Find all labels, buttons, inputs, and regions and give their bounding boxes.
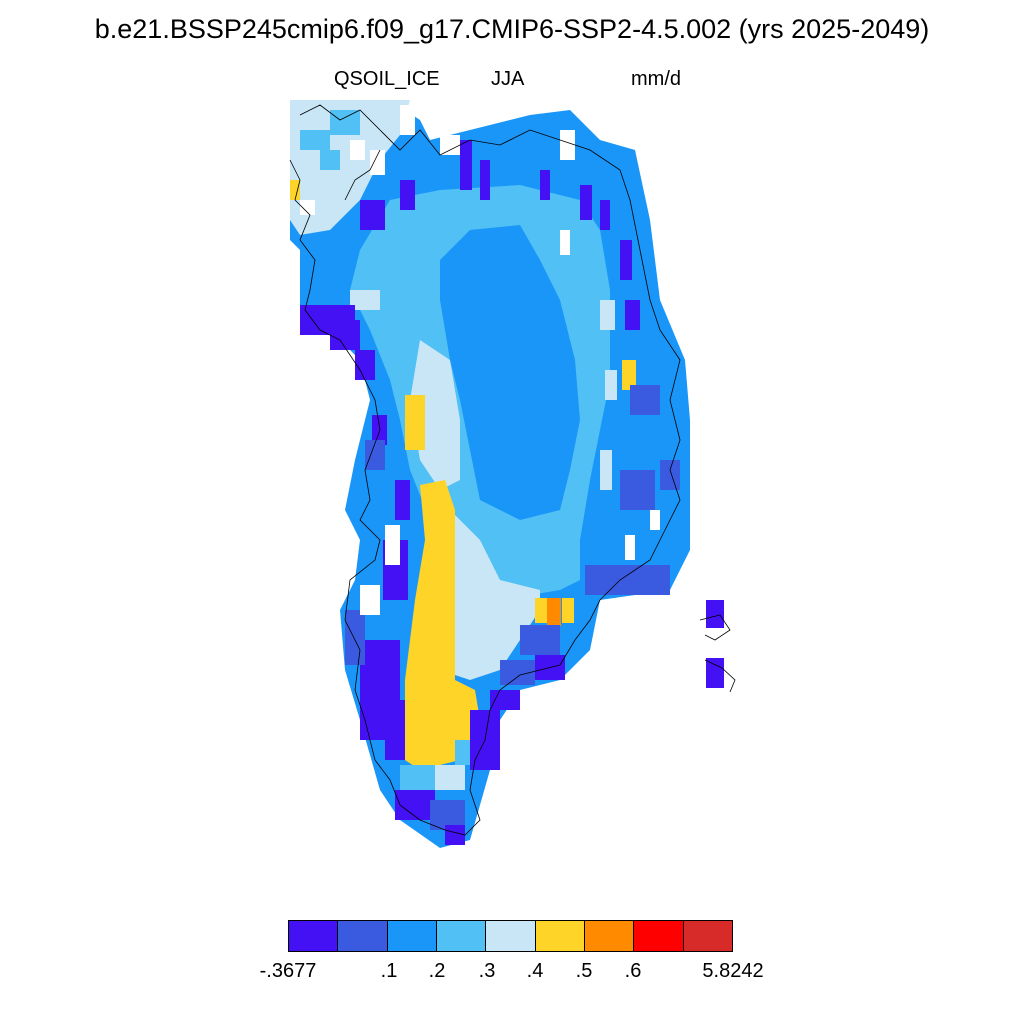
grid-region [430, 510, 540, 680]
colorbar-tick-label: .5 [575, 960, 593, 982]
grid-cell [395, 790, 435, 820]
grid-cell [605, 370, 617, 400]
colorbar-box [584, 921, 635, 951]
grid-cell [400, 180, 415, 210]
grid-cell [455, 740, 470, 765]
grid-cell [625, 300, 640, 330]
grid-cell [350, 140, 365, 160]
grid-cell [330, 320, 360, 350]
coastline-path [289, 104, 681, 836]
grid-cell [350, 290, 380, 310]
grid-cell [320, 150, 340, 170]
colorbar-box [289, 921, 339, 951]
colorbar-box [683, 921, 732, 951]
grid-region [440, 225, 580, 520]
grid-cell [562, 598, 574, 623]
coastline-path [699, 614, 731, 641]
grid-cell [600, 200, 610, 230]
grid-cell [540, 170, 550, 200]
grid-cell [360, 200, 385, 230]
colorbar-tick-label: .4 [526, 960, 544, 982]
colorbar-tick-label: 5.8242 [702, 960, 764, 982]
colorbar-tick-label: .1 [380, 960, 398, 982]
season-label: JJA [491, 68, 525, 90]
grid-cell [400, 105, 415, 135]
grid-cell [330, 110, 360, 135]
grid-cell [620, 470, 655, 510]
grid-cell [405, 395, 425, 450]
grid-cell [706, 600, 724, 628]
map-title: b.e21.BSSP245cmip6.f09_g17.CMIP6-SSP2-4.… [94, 14, 930, 44]
colorbar-box [436, 921, 487, 951]
colorbar-tick-label: .2 [428, 960, 446, 982]
grid-cell [650, 510, 660, 530]
grid-cell [372, 415, 387, 445]
grid-cell [585, 565, 670, 595]
grid-cell [630, 385, 660, 415]
colorbar-tick-label: .6 [624, 960, 642, 982]
grid-cell [625, 535, 635, 560]
grid-cell [620, 240, 632, 280]
grid-cell [290, 180, 300, 200]
grid-cell [460, 140, 472, 190]
grid-cell [706, 658, 724, 688]
grid-cell [400, 765, 435, 790]
colorbar-box [338, 921, 388, 951]
grid-cell [600, 300, 615, 330]
grid-cell [520, 625, 560, 655]
variable-label: QSOIL_ICE [334, 68, 440, 90]
grid-cell [600, 450, 612, 490]
grid-cell [480, 160, 490, 200]
grid-cell [345, 610, 365, 665]
grid-cell [622, 360, 636, 390]
grid-cell [580, 185, 592, 220]
grid-cell [385, 700, 405, 760]
units-label: mm/d [631, 68, 681, 90]
colorbar-tick-label: .3 [478, 960, 496, 982]
grid-region [410, 340, 460, 490]
grid-cell [365, 440, 385, 470]
grid-cell [435, 765, 465, 790]
grid-cell [300, 130, 330, 150]
grid-cell [560, 230, 570, 255]
grid-cell [385, 525, 400, 565]
colorbar-box [387, 921, 437, 951]
grid-cell [395, 480, 410, 520]
grid-cell [360, 585, 380, 615]
grid-cell [660, 460, 680, 490]
grid-cell [355, 350, 375, 380]
coastline [289, 104, 736, 836]
grid-region [405, 480, 480, 770]
grid-cell [547, 598, 561, 626]
grid-cell [440, 135, 460, 155]
colorbar [288, 920, 733, 952]
grid-cell [370, 150, 385, 175]
coastline-path [704, 659, 736, 693]
grid-cell [535, 598, 547, 623]
grid-cell [560, 130, 575, 160]
grid-cell [300, 200, 315, 215]
grid-cells [290, 100, 724, 848]
colorbar-box [486, 921, 536, 951]
colorbar-tick-label: -.3677 [259, 960, 317, 982]
colorbar-box [634, 921, 684, 951]
coastline-path [344, 149, 381, 201]
grid-cell [445, 825, 465, 845]
grid-cell [490, 690, 520, 710]
colorbar-box [535, 921, 585, 951]
